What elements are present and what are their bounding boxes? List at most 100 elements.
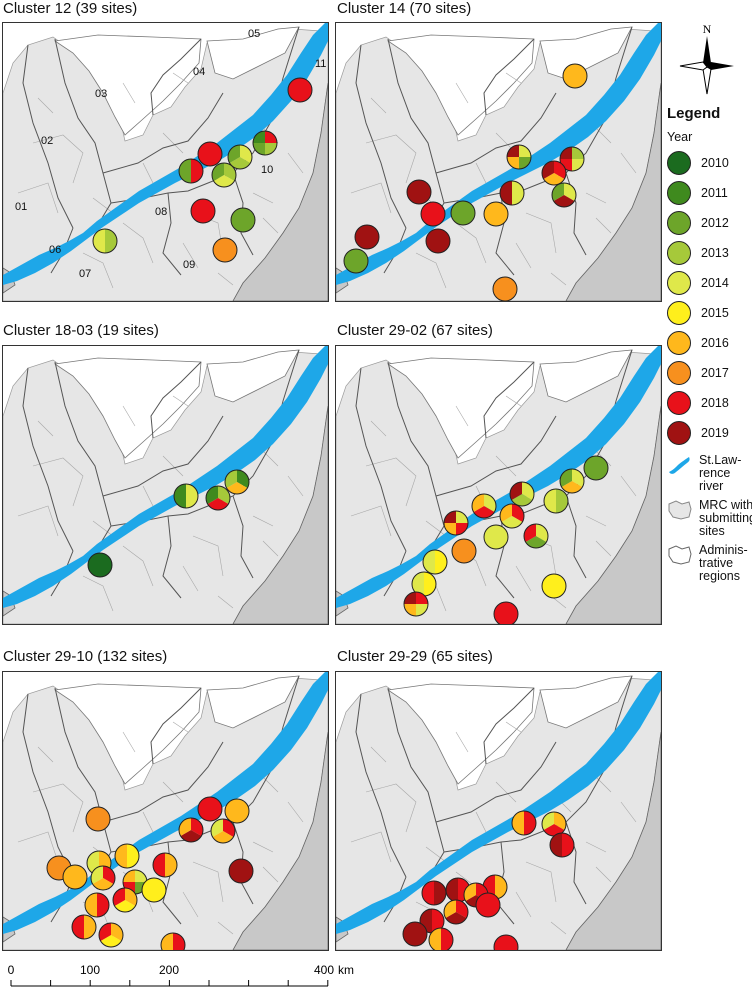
site-pie-marker xyxy=(443,899,469,925)
site-pie-marker xyxy=(403,591,429,617)
region-label: 10 xyxy=(261,164,273,176)
site-pie-marker xyxy=(420,201,446,227)
site-pie-marker xyxy=(224,798,250,824)
legend-swatch xyxy=(667,331,691,355)
region-icon xyxy=(668,545,692,565)
legend-swatch xyxy=(667,271,691,295)
legend-river-label: St.Law-rence river xyxy=(699,453,742,493)
panel-title-cluster-29-02: Cluster 29-02 (67 sites) xyxy=(337,322,493,339)
scale-tick-200: 200 xyxy=(159,963,179,977)
river-icon xyxy=(669,457,690,474)
legend-year-label: 2019 xyxy=(701,426,729,440)
legend-year-2017: 2017 xyxy=(667,358,752,388)
site-pie-marker xyxy=(85,806,111,832)
map-cluster-18-03 xyxy=(2,345,329,625)
scale-tick-400: 400 xyxy=(314,963,334,977)
base-map xyxy=(336,672,661,950)
map-cluster-29-10 xyxy=(2,671,329,951)
outside-area xyxy=(565,405,661,624)
legend-swatch xyxy=(667,181,691,205)
site-pie-marker xyxy=(71,914,97,940)
legend-year-2010: 2010 xyxy=(667,148,752,178)
base-map xyxy=(336,23,661,301)
map-legend: Legend Year 2010 2011 2012 2013 2014 2015 2016… xyxy=(667,105,752,583)
legend-year-label: 2013 xyxy=(701,246,729,260)
site-pie-marker xyxy=(492,276,518,301)
legend-swatch xyxy=(667,151,691,175)
legend-river: St.Law-rence river xyxy=(667,454,752,493)
panel-title-cluster-14: Cluster 14 (70 sites) xyxy=(337,0,472,17)
legend-swatch xyxy=(667,361,691,385)
site-pie-marker xyxy=(559,146,585,172)
region-label: 02 xyxy=(41,135,53,147)
site-pie-marker xyxy=(559,468,585,494)
legend-regions-label: Adminis-trative regions xyxy=(699,543,748,583)
site-pie-marker xyxy=(62,864,88,890)
site-pie-marker xyxy=(523,523,549,549)
legend-swatch xyxy=(667,391,691,415)
site-pie-marker xyxy=(98,922,124,948)
site-pie-marker xyxy=(343,248,369,274)
region-label: 06 xyxy=(49,244,61,256)
base-map: 05 11 04 03 02 10 01 08 06 07 09 xyxy=(3,23,328,301)
legend-year-2018: 2018 xyxy=(667,388,752,418)
site-pie-marker xyxy=(541,160,567,186)
site-pie-marker xyxy=(224,469,250,495)
legend-regions: Adminis-trative regions xyxy=(667,544,752,583)
st-lawrence-river xyxy=(336,23,661,285)
scale-unit: km xyxy=(338,963,354,977)
legend-year-label: 2011 xyxy=(701,186,728,200)
site-pie-marker xyxy=(402,921,428,947)
region-label: 03 xyxy=(95,88,107,100)
site-pie-marker xyxy=(551,182,577,208)
site-pie-marker xyxy=(205,485,231,511)
legend-year-label: 2017 xyxy=(701,366,729,380)
site-pie-marker xyxy=(428,927,454,950)
region-label: 01 xyxy=(15,201,27,213)
site-pie-marker xyxy=(450,200,476,226)
legend-subtitle: Year xyxy=(667,130,693,144)
legend-year-label: 2016 xyxy=(701,336,729,350)
legend-year-label: 2018 xyxy=(701,396,729,410)
site-pie-marker xyxy=(541,573,567,599)
site-pie-marker xyxy=(287,77,313,103)
site-pie-marker xyxy=(543,488,569,514)
outside-area xyxy=(565,731,661,950)
site-pie-marker xyxy=(451,538,477,564)
site-pie-marker xyxy=(549,832,575,858)
site-pie-marker xyxy=(421,880,447,906)
legend-year-label: 2010 xyxy=(701,156,729,170)
base-map xyxy=(3,672,328,950)
site-pie-marker xyxy=(475,892,501,918)
legend-year-2015: 2015 xyxy=(667,298,752,328)
site-pie-marker xyxy=(87,552,113,578)
legend-year-2016: 2016 xyxy=(667,328,752,358)
site-pie-marker xyxy=(84,892,110,918)
site-pie-marker xyxy=(114,843,140,869)
site-pie-marker xyxy=(422,549,448,575)
st-lawrence-river xyxy=(336,672,661,934)
site-pie-marker xyxy=(511,810,537,836)
legend-title: Legend xyxy=(667,105,721,122)
site-pie-marker xyxy=(493,601,519,624)
panel-title-cluster-29-10: Cluster 29-10 (132 sites) xyxy=(3,648,168,665)
site-pie-marker xyxy=(160,932,186,950)
site-pie-marker xyxy=(443,510,469,536)
base-map xyxy=(336,346,661,624)
site-pie-marker xyxy=(211,162,237,188)
site-pie-marker xyxy=(178,158,204,184)
st-lawrence-river xyxy=(3,23,328,285)
site-pie-marker xyxy=(499,180,525,206)
site-pie-marker xyxy=(483,524,509,550)
site-pie-marker xyxy=(425,228,451,254)
site-pie-marker xyxy=(406,179,432,205)
region-label: 04 xyxy=(193,66,205,78)
region-label: 05 xyxy=(248,28,260,40)
site-pie-marker xyxy=(562,63,588,89)
legend-year-label: 2015 xyxy=(701,306,729,320)
site-pie-marker xyxy=(112,887,138,913)
scale-tick-0: 0 xyxy=(8,963,15,977)
st-lawrence-river xyxy=(3,346,328,608)
st-lawrence-river xyxy=(336,346,661,608)
site-pie-marker xyxy=(252,130,278,156)
